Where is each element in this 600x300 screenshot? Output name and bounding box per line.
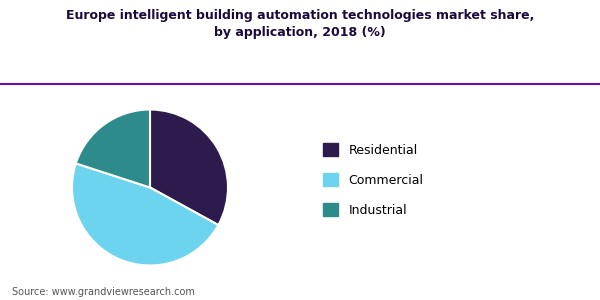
Text: Europe intelligent building automation technologies market share,
by application: Europe intelligent building automation t… — [66, 9, 534, 39]
Wedge shape — [150, 110, 228, 225]
Text: Source: www.grandviewresearch.com: Source: www.grandviewresearch.com — [12, 287, 195, 297]
Wedge shape — [76, 110, 150, 188]
Wedge shape — [72, 164, 218, 266]
Legend: Residential, Commercial, Industrial: Residential, Commercial, Industrial — [318, 138, 428, 222]
